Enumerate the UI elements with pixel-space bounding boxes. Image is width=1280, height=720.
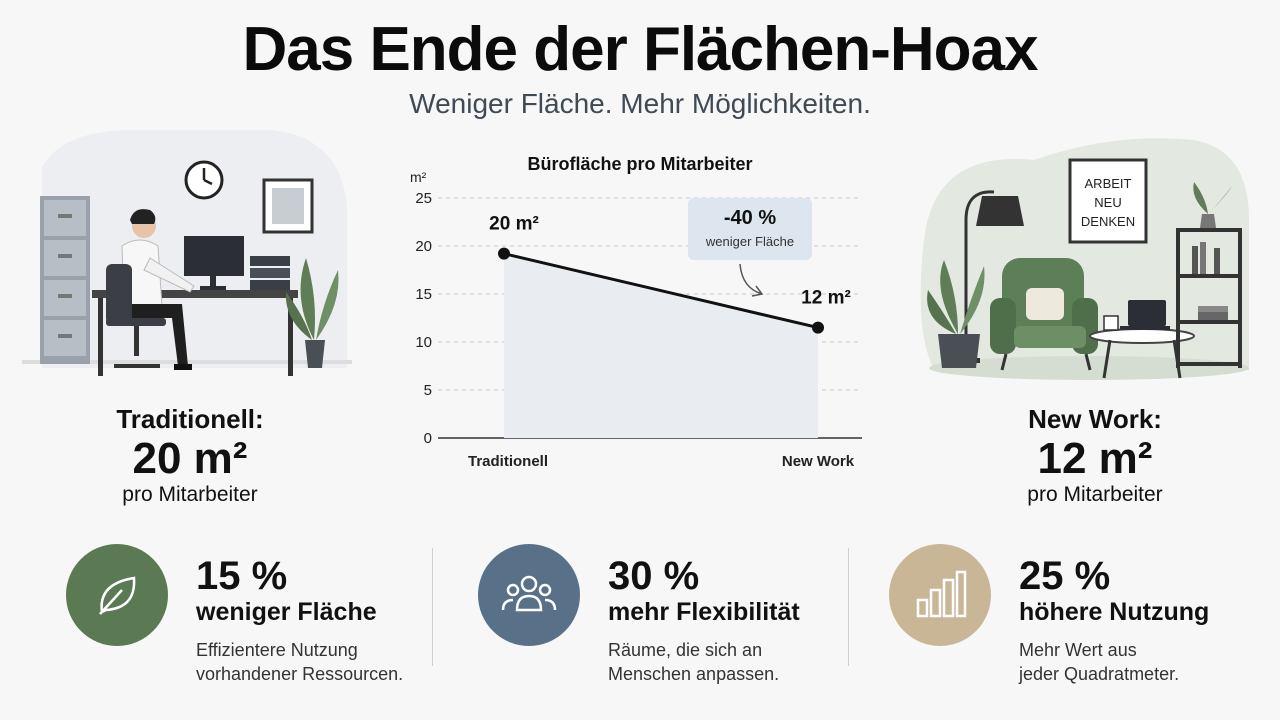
stat-less-area: 15 % weniger Fläche Effizientere Nutzung… <box>66 540 446 690</box>
stats-row: 15 % weniger Fläche Effizientere Nutzung… <box>0 540 1280 700</box>
picture-frame-icon <box>262 178 314 234</box>
y-tick-label: 5 <box>424 382 432 399</box>
plant-icon <box>927 260 985 368</box>
annotation-value: -40 % <box>724 207 776 229</box>
stat-head-3: höhere Nutzung <box>1019 598 1210 626</box>
stat-circle-1 <box>66 544 168 646</box>
area-fill <box>504 253 818 438</box>
stat-desc-3-line-2: jeder Quadratmeter. <box>1019 664 1180 684</box>
stat-desc-2: Räume, die sich an Menschen anpassen. <box>608 638 868 686</box>
traditional-summary: Traditionell: 20 m² pro Mitarbeiter <box>60 404 320 507</box>
coffee-cup-icon <box>1103 315 1119 331</box>
clock-icon <box>184 160 224 200</box>
page-title: Das Ende der Flächen-Hoax <box>242 15 1038 84</box>
shelf-plant-icon <box>1193 182 1232 228</box>
new-work-label: New Work: <box>1028 404 1162 434</box>
poster-line-2: NEU <box>1094 195 1121 210</box>
stat-head-2: mehr Flexibilität <box>608 598 800 626</box>
chart-annotation: -40 % weniger Fläche <box>688 198 812 297</box>
traditional-label: Traditionell: <box>116 404 264 434</box>
stat-desc-2-line-1: Räume, die sich an <box>608 640 763 660</box>
y-tick-label: 20 <box>415 238 432 255</box>
y-axis-label: m² <box>410 169 427 185</box>
stat-circle-2 <box>478 544 580 646</box>
divider <box>848 548 849 666</box>
stat-circle-3 <box>889 544 991 646</box>
binders-icon <box>250 256 290 290</box>
stat-head-1: weniger Fläche <box>196 598 377 626</box>
annotation-box <box>688 198 812 260</box>
monitor-icon <box>184 236 244 290</box>
armchair-icon <box>990 258 1098 371</box>
y-tick-label: 10 <box>415 334 432 351</box>
people-icon <box>501 575 557 612</box>
new-work-unit: pro Mitarbeiter <box>1027 483 1163 506</box>
page-subtitle: Weniger Fläche. Mehr Möglichkeiten. <box>409 88 871 119</box>
series-line <box>503 252 819 330</box>
stat-desc-1: Effizientere Nutzung vorhandener Ressour… <box>196 638 456 686</box>
y-tick-labels: 0 5 10 15 20 25 <box>415 190 432 447</box>
divider <box>432 548 433 666</box>
chart-title: Bürofläche pro Mitarbeiter <box>527 154 752 174</box>
x-tick-label: New Work <box>782 453 855 470</box>
stat-desc-3: Mehr Wert aus jeder Quadratmeter. <box>1019 638 1279 686</box>
stat-desc-1-line-1: Effizientere Nutzung <box>196 640 358 660</box>
bookshelf-icon <box>1176 228 1242 368</box>
y-tick-label: 25 <box>415 190 432 207</box>
new-work-summary: New Work: 12 m² pro Mitarbeiter <box>960 404 1230 507</box>
stat-desc-3-line-1: Mehr Wert aus <box>1019 640 1137 660</box>
y-tick-label: 0 <box>424 430 432 447</box>
data-label: 20 m² <box>489 214 539 235</box>
data-point <box>812 321 824 334</box>
new-work-value: 12 m² <box>1037 434 1153 483</box>
stat-pct-2: 30 % <box>608 554 700 598</box>
traditional-office-illustration <box>22 129 352 376</box>
stat-higher-usage: 25 % höhere Nutzung Mehr Wert aus jeder … <box>889 540 1269 690</box>
poster-line-1: ARBEIT <box>1085 176 1132 191</box>
poster-line-3: DENKEN <box>1081 214 1135 229</box>
data-label: 12 m² <box>801 288 851 309</box>
x-tick-label: Traditionell <box>468 453 548 470</box>
annotation-arrow <box>739 263 764 297</box>
filing-cabinet-icon <box>40 196 90 364</box>
stat-desc-2-line-2: Menschen anpassen. <box>608 664 780 684</box>
plant-icon <box>285 258 339 368</box>
traditional-unit: pro Mitarbeiter <box>122 483 258 506</box>
stat-pct-1: 15 % <box>196 554 288 598</box>
bar-chart-icon <box>916 570 967 618</box>
stat-more-flexibility: 30 % mehr Flexibilität Räume, die sich a… <box>478 540 858 690</box>
poster-frame <box>1068 158 1148 244</box>
stat-pct-3: 25 % <box>1019 554 1111 598</box>
office-chair-icon <box>106 264 166 368</box>
traditional-value: 20 m² <box>132 434 248 483</box>
annotation-text: weniger Fläche <box>705 234 794 249</box>
data-point <box>498 247 510 260</box>
leaf-icon <box>99 576 136 615</box>
y-tick-label: 15 <box>415 286 432 303</box>
stat-desc-1-line-2: vorhandener Ressourcen. <box>196 664 404 684</box>
line-chart: Bürofläche pro Mitarbeiter m² 0 5 10 15 20 25… <box>410 154 862 470</box>
new-work-illustration: ARBEIT NEU DENKEN <box>920 138 1249 380</box>
laptop-icon <box>1120 300 1170 330</box>
